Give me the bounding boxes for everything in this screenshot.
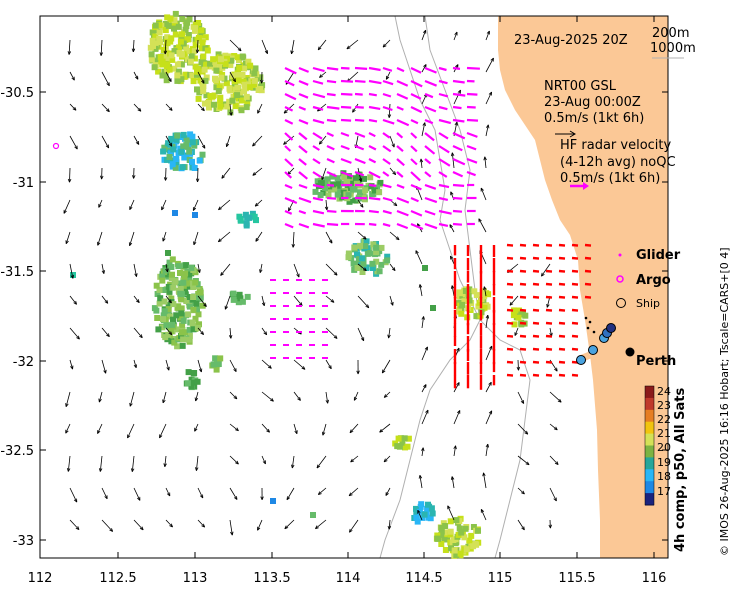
perth-label: Perth — [636, 354, 676, 369]
x-tick-label: 115.5 — [558, 571, 595, 586]
colorbar-ticks: 24 23 22 21 20 19 18 17 — [657, 385, 671, 498]
x-tick-label: 114.5 — [405, 571, 442, 586]
land-mass — [498, 16, 668, 558]
y-axis-labels: -30.5 -31 -31.5 -32 -32.5 -33 — [0, 86, 34, 549]
glider-legend-marker — [618, 253, 622, 257]
credit-text: © IMOS 26-Aug-2025 16:16 Hobart; Tscale=… — [718, 247, 731, 556]
argo-legend-label: Argo — [636, 273, 671, 288]
ship-legend-marker — [616, 298, 626, 308]
y-tick-label: -32.5 — [0, 444, 34, 459]
colorbar-tick-label: 21 — [657, 427, 671, 440]
perth-marker — [625, 347, 635, 357]
colorbar-tick-label: 20 — [657, 441, 671, 454]
plot-area — [39, 15, 669, 559]
y-tick-label: -30.5 — [0, 86, 34, 101]
axis-ticks — [39, 16, 668, 558]
colorbar-tick-label: 19 — [657, 456, 671, 469]
colorbar-tick-label: 18 — [657, 470, 671, 483]
glider-legend-label: Glider — [636, 248, 681, 263]
x-tick-label: 112 — [28, 571, 53, 586]
y-tick-label: -33 — [13, 534, 34, 549]
argo-legend-marker — [616, 275, 624, 283]
colorbar-title: 4h comp, p50, All Sats — [673, 388, 688, 552]
x-tick-label: 116 — [642, 571, 667, 586]
x-axis-labels: 112 112.5 113 113.5 114 114.5 115 115.5 … — [28, 571, 667, 586]
model-velocity-arrows — [63, 29, 562, 536]
ship-markers — [576, 323, 616, 365]
y-tick-label: -32 — [13, 355, 34, 370]
hf-scale: 0.5m/s (1kt 6h) — [560, 171, 660, 186]
colorbar-tick-label: 22 — [657, 413, 671, 426]
x-tick-label: 113 — [183, 571, 208, 586]
x-tick-label: 113.5 — [253, 571, 290, 586]
x-tick-label: 112.5 — [99, 571, 136, 586]
bathy-label-200m: 200m — [652, 26, 689, 41]
argo-float-marker — [52, 142, 60, 150]
hf-subtitle: (4-12h avg) noQC — [560, 155, 676, 170]
mooring-dots — [584, 316, 596, 334]
colorbar-tick-label: 23 — [657, 399, 671, 412]
y-tick-label: -31.5 — [0, 265, 34, 280]
x-tick-label: 115 — [488, 571, 513, 586]
colorbar-tick-label: 24 — [657, 385, 671, 398]
colorbar-tick-label: 17 — [657, 485, 671, 498]
ship-legend-label: Ship — [636, 297, 660, 310]
x-tick-label: 114 — [336, 571, 361, 586]
nrt-date: 23-Aug 00:00Z — [544, 95, 641, 110]
sst-pixel-layer — [70, 10, 529, 559]
date-title: 23-Aug-2025 20Z — [514, 33, 628, 48]
colorbar — [644, 385, 655, 506]
bathy-label-1000m: 1000m — [650, 41, 696, 56]
hf-radar-arrows — [270, 66, 592, 390]
y-tick-label: -31 — [13, 176, 34, 191]
hf-title: HF radar velocity — [560, 138, 672, 153]
nrt-scale: 0.5m/s (1kt 6h) — [544, 111, 644, 126]
nrt-title: NRT00 GSL — [544, 79, 617, 94]
